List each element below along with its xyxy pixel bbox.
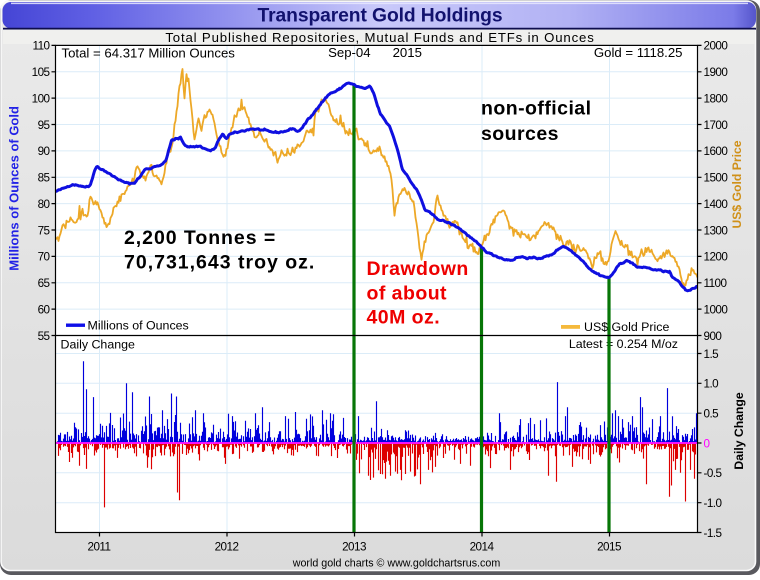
svg-text:60: 60 — [38, 303, 51, 316]
svg-text:900: 900 — [704, 330, 723, 343]
svg-text:1000: 1000 — [704, 303, 729, 316]
svg-text:1900: 1900 — [704, 66, 729, 79]
svg-text:2011: 2011 — [88, 541, 111, 554]
svg-text:US$ Gold Price: US$ Gold Price — [730, 140, 744, 228]
svg-text:Total = 64.317 Million Ounces: Total = 64.317 Million Ounces — [62, 46, 236, 61]
svg-text:2012: 2012 — [215, 541, 239, 554]
svg-text:Sep-04 2015: Sep-04 2015 — [328, 45, 422, 60]
svg-text:70,731,643 troy oz.: 70,731,643 troy oz. — [124, 252, 315, 274]
svg-text:Drawdown: Drawdown — [367, 258, 469, 280]
svg-text:110: 110 — [33, 40, 51, 53]
svg-text:95: 95 — [38, 119, 51, 132]
svg-text:-0.5: -0.5 — [704, 467, 723, 480]
svg-text:-1.0: -1.0 — [704, 497, 723, 510]
svg-text:of about: of about — [367, 283, 448, 305]
svg-text:100: 100 — [32, 92, 51, 105]
svg-text:70: 70 — [38, 251, 51, 264]
svg-text:Daily Change: Daily Change — [61, 338, 135, 352]
svg-text:40M oz.: 40M oz. — [367, 307, 441, 329]
svg-text:65: 65 — [38, 277, 51, 290]
svg-text:1400: 1400 — [704, 198, 729, 211]
svg-text:1100: 1100 — [704, 277, 728, 290]
svg-text:Total Published Repositories,: Total Published Repositories, Mutual Fun… — [165, 30, 594, 45]
svg-text:0: 0 — [704, 437, 711, 450]
svg-text:2000: 2000 — [704, 40, 729, 53]
svg-text:1.0: 1.0 — [704, 378, 720, 391]
svg-text:Latest = 0.254 M/oz: Latest = 0.254 M/oz — [569, 337, 678, 351]
svg-text:1300: 1300 — [704, 224, 729, 237]
svg-text:Daily Change: Daily Change — [732, 392, 746, 469]
svg-text:1.5: 1.5 — [704, 348, 720, 361]
svg-text:1500: 1500 — [704, 172, 729, 185]
svg-text:world gold charts © www.goldch: world gold charts © www.goldchartsrus.co… — [292, 558, 501, 570]
svg-text:-1.5: -1.5 — [704, 527, 723, 540]
svg-text:Gold = 1118.25: Gold = 1118.25 — [594, 45, 683, 60]
svg-text:0.5: 0.5 — [704, 408, 720, 421]
svg-text:US$ Gold Price: US$ Gold Price — [584, 320, 670, 334]
svg-text:non-official: non-official — [481, 98, 591, 120]
svg-text:2,200 Tonnes =: 2,200 Tonnes = — [124, 227, 276, 249]
svg-text:1800: 1800 — [704, 92, 729, 105]
svg-text:2013: 2013 — [342, 541, 366, 554]
svg-text:1600: 1600 — [704, 145, 729, 158]
svg-text:Transparent Gold Holdings: Transparent Gold Holdings — [258, 6, 503, 27]
svg-text:75: 75 — [38, 224, 51, 237]
svg-text:90: 90 — [38, 145, 51, 158]
svg-text:85: 85 — [38, 172, 51, 185]
svg-text:1700: 1700 — [704, 119, 729, 132]
svg-text:105: 105 — [32, 66, 51, 79]
svg-text:sources: sources — [481, 123, 559, 145]
svg-text:2015: 2015 — [597, 541, 622, 554]
svg-text:80: 80 — [38, 198, 51, 211]
svg-text:1200: 1200 — [704, 251, 729, 264]
svg-text:2014: 2014 — [470, 541, 495, 554]
svg-text:Millions of Ounces: Millions of Ounces — [88, 319, 189, 333]
svg-text:Millions of Ounces of Gold: Millions of Ounces of Gold — [7, 106, 22, 271]
svg-text:55: 55 — [38, 330, 51, 343]
